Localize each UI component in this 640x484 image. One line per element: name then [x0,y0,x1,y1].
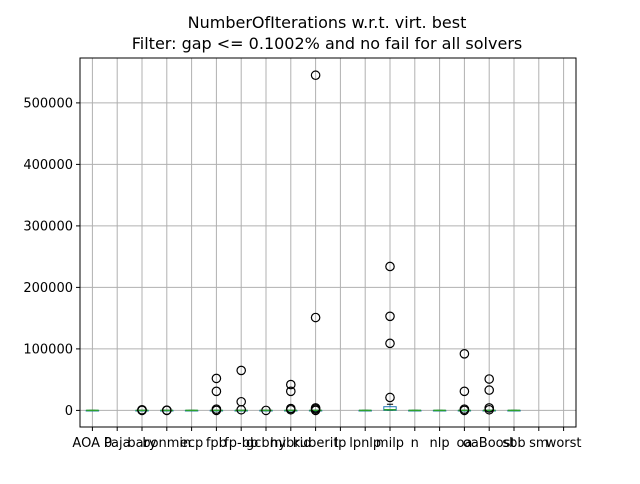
x-tick-label: gcbmi [246,436,286,451]
outlier-point [211,386,222,397]
outlier-point [211,405,222,416]
x-tick-label: sbb [502,436,525,451]
x-tick-label: sm [529,436,548,451]
x-tick-label: nlp [430,436,450,451]
x-tick-label: milp [376,436,404,451]
x-tick-label: lp [334,436,346,451]
outlier-point [459,386,470,397]
x-tick-label: bary [127,436,157,451]
x-tick-label: lpnlp [349,436,381,451]
y-tick-label: 500000 [23,96,73,111]
grid-layer [80,58,576,427]
y-tick-label: 100000 [23,342,73,357]
x-tick-label: hybrid [270,436,311,451]
x-tick-label: worst [546,436,582,451]
x-tick-label: n [411,436,419,451]
x-tick-label: fp-bb [224,436,258,451]
outlier-point [385,261,395,272]
outlier-point [385,311,395,322]
outlier-point [162,405,172,415]
outlier-point [484,385,494,395]
x-tick-label: Paja [104,436,131,451]
outlier-point [236,404,246,415]
outlier-point [285,386,296,397]
outlier-point [310,312,321,323]
chart-title: NumberOfIterations w.r.t. virt. best [188,13,467,32]
outlier-point [310,405,321,416]
y-tick-label: 300000 [23,219,73,234]
x-tick-label: ecp [180,436,203,451]
outlier-point [484,374,494,384]
outlier-point [385,338,395,349]
outlier-point [285,404,296,415]
x-tick-label: AOA 0 [72,436,112,451]
outlier-point [261,405,271,416]
outlier-point [459,405,470,416]
y-axis: 0 100000 200000 300000 400000 500000 [23,96,80,419]
y-tick-label: 400000 [23,158,73,173]
x-tick-label: fpb [206,436,227,451]
x-tick-label: kuberit [293,436,339,451]
y-tick-label: 0 [65,404,73,419]
y-tick-label: 200000 [23,281,73,296]
x-tick-label: bonmin [142,436,191,451]
x-tick-label: oa [456,436,472,451]
outlier-point [236,365,246,376]
x-tick-label: oaBoost [463,436,516,451]
plot-frame [79,57,577,428]
outlier-point [484,404,494,415]
outlier-point [285,379,296,390]
outlier-point [137,404,147,415]
outlier-point [211,373,222,384]
outlier-layer [137,70,494,416]
chart-subtitle: Filter: gap <= 0.1002% and no fail for a… [132,34,522,53]
outlier-point [459,349,470,359]
outlier-point [310,70,321,81]
outlier-point [385,392,395,403]
